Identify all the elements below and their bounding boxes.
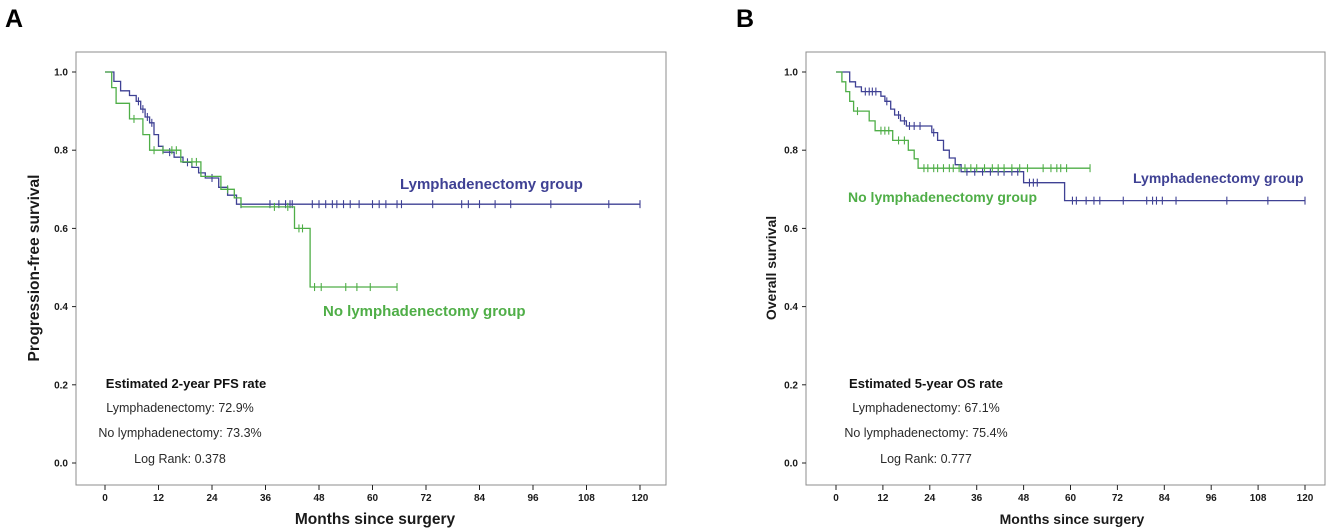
survival-curve-no-lymphadenectomy — [836, 71, 1090, 169]
x-tick-label: 108 — [1250, 493, 1267, 504]
survival-curve-lymphadenectomy — [836, 71, 1305, 202]
y-tick-label: 0.0 — [54, 459, 68, 470]
x-axis-label: Months since surgery — [295, 511, 456, 528]
panel-b-os-chart: B 0.0 0.2 0.4 0.6 0.8 1.0 0 12 24 36 48 60 72 84 96 10… — [736, 5, 1326, 527]
annotation-log-rank: Log Rank: 0.777 — [880, 452, 972, 466]
x-tick-label: 120 — [1297, 493, 1314, 504]
curve-label-lymphadenectomy: Lymphadenectomy group — [400, 176, 583, 193]
y-tick-label: 0.2 — [784, 380, 798, 391]
x-tick-label: 24 — [206, 493, 218, 504]
annotation-title: Estimated 2-year PFS rate — [106, 376, 266, 391]
panel-label: A — [5, 5, 23, 33]
y-tick-label: 1.0 — [784, 68, 798, 79]
annotation-lymphadenectomy-rate: Lymphadenectomy: 67.1% — [852, 401, 1000, 415]
y-tick-label: 0.6 — [784, 224, 798, 235]
y-tick-label: 0.8 — [784, 146, 798, 157]
survival-curve-lymphadenectomy — [105, 71, 640, 205]
plot-frame — [805, 51, 1326, 486]
y-tick-label: 0.4 — [784, 302, 798, 313]
x-tick-label: 0 — [833, 493, 839, 504]
y-tick-label: 0.4 — [54, 302, 68, 313]
x-tick-label: 48 — [313, 493, 325, 504]
curve-label-no-lymphadenectomy: No lymphadenectomy group — [323, 303, 526, 320]
x-tick-label: 60 — [1065, 493, 1077, 504]
annotation-log-rank: Log Rank: 0.378 — [134, 452, 226, 466]
x-tick-label: 72 — [1112, 493, 1124, 504]
x-tick-label: 36 — [971, 493, 983, 504]
panel-label: B — [736, 5, 754, 33]
x-axis-label: Months since surgery — [1000, 511, 1145, 527]
y-tick-label: 0.2 — [54, 380, 68, 391]
y-tick-label: 1.0 — [54, 68, 68, 79]
survival-curves — [836, 71, 1306, 205]
curve-label-no-lymphadenectomy: No lymphadenectomy group — [848, 189, 1037, 205]
x-tick-label: 0 — [102, 493, 108, 504]
x-tick-label: 120 — [632, 493, 649, 504]
x-tick-label: 108 — [578, 493, 595, 504]
x-tick-label: 36 — [260, 493, 272, 504]
panel-a-pfs-chart: A 0.0 0.2 0.4 0.6 0.8 1.0 0 12 24 36 48 60 72 84 96 10… — [5, 5, 667, 528]
curve-label-lymphadenectomy: Lymphadenectomy group — [1133, 170, 1304, 186]
x-tick-label: 60 — [367, 493, 379, 504]
x-tick-label: 48 — [1018, 493, 1030, 504]
survival-curves — [105, 71, 641, 292]
x-tick-label: 84 — [474, 493, 486, 504]
x-tick-label: 24 — [924, 493, 936, 504]
x-tick-label: 72 — [420, 493, 432, 504]
y-tick-label: 0.6 — [54, 224, 68, 235]
y-tick-label: 0.0 — [784, 459, 798, 470]
y-axis: 0.0 0.2 0.4 0.6 0.8 1.0 — [54, 68, 76, 470]
x-axis: 0 12 24 36 48 60 72 84 96 108 120 — [102, 485, 649, 504]
plot-frame — [75, 51, 667, 486]
x-tick-label: 84 — [1159, 493, 1171, 504]
rate-annotation: Estimated 2-year PFS rate Lymphadenectom… — [98, 376, 266, 466]
y-axis-label: Overall survival — [763, 216, 779, 320]
rate-annotation: Estimated 5-year OS rate Lymphadenectomy… — [844, 376, 1007, 466]
annotation-title: Estimated 5-year OS rate — [849, 376, 1003, 391]
x-tick-label: 96 — [1206, 493, 1218, 504]
x-tick-label: 12 — [153, 493, 165, 504]
annotation-no-lymphadenectomy-rate: No lymphadenectomy: 75.4% — [844, 426, 1007, 440]
survival-curve-no-lymphadenectomy — [105, 71, 397, 288]
x-tick-label: 96 — [527, 493, 539, 504]
x-axis: 0 12 24 36 48 60 72 84 96 108 120 — [833, 485, 1314, 504]
annotation-lymphadenectomy-rate: Lymphadenectomy: 72.9% — [106, 401, 254, 415]
y-tick-label: 0.8 — [54, 146, 68, 157]
y-axis: 0.0 0.2 0.4 0.6 0.8 1.0 — [784, 68, 806, 470]
y-axis-label: Progression-free survival — [26, 175, 43, 362]
annotation-no-lymphadenectomy-rate: No lymphadenectomy: 73.3% — [98, 426, 261, 440]
x-tick-label: 12 — [877, 493, 889, 504]
